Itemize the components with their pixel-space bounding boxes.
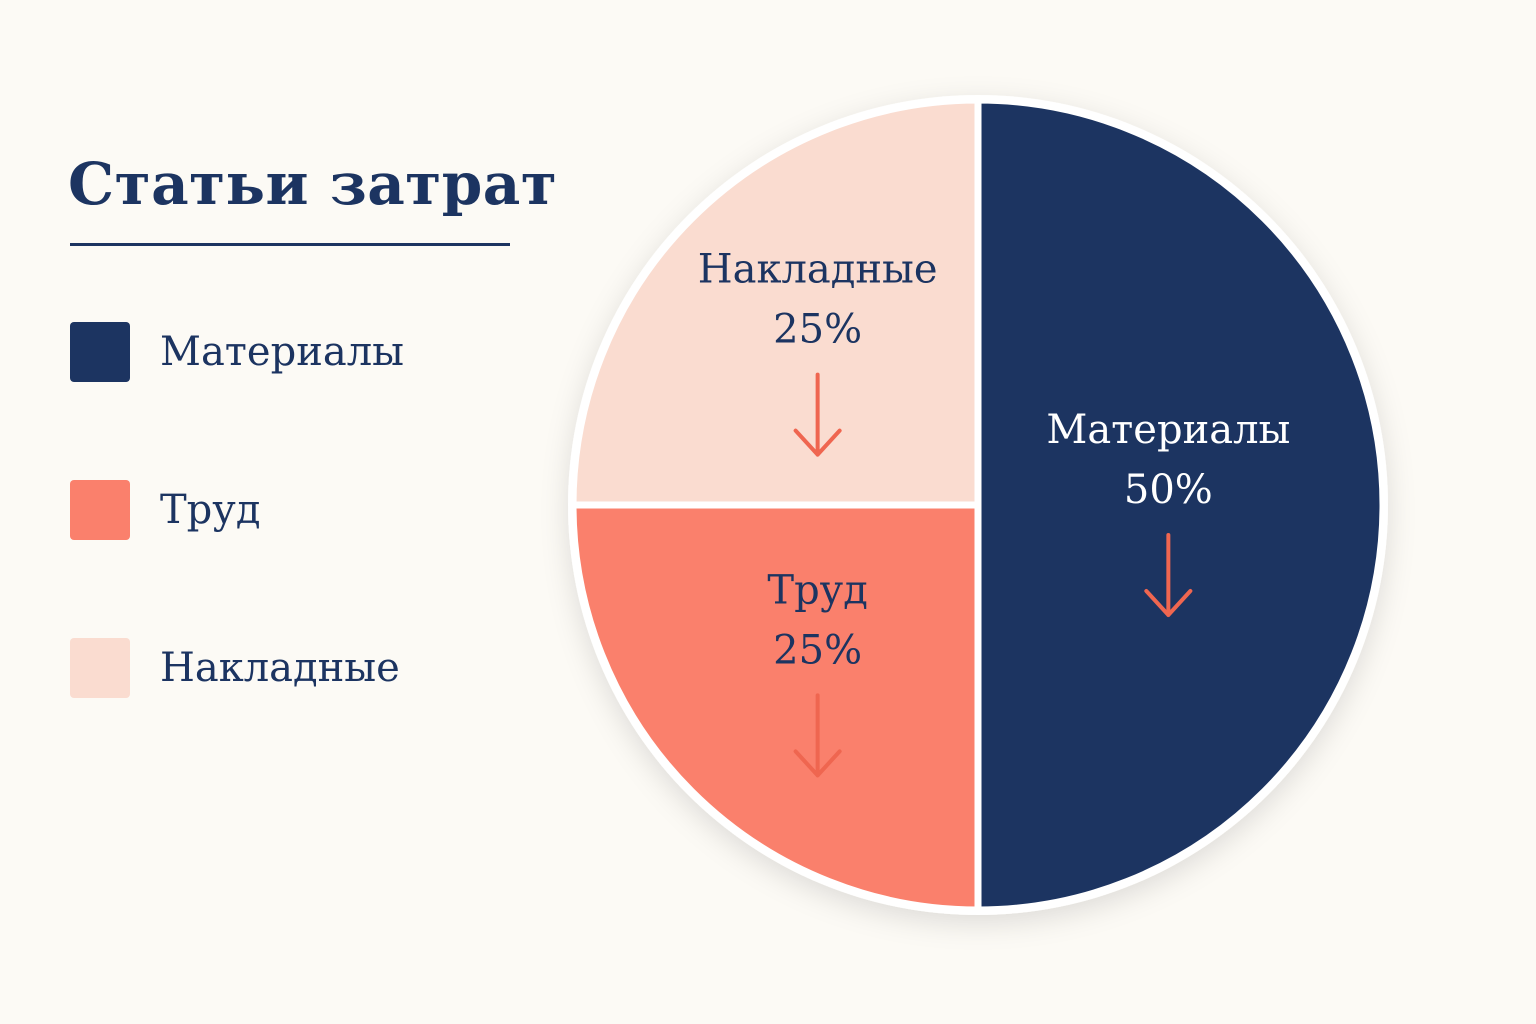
slice-value-overhead: 25%	[773, 307, 862, 353]
legend-item-materials: Материалы	[70, 322, 404, 382]
chart-title: Статьи затрат	[68, 150, 558, 218]
slice-value-labor: 25%	[773, 627, 862, 673]
legend-item-overhead: Накладные	[70, 638, 400, 698]
legend-swatch-overhead	[70, 638, 130, 698]
legend-label-overhead: Накладные	[160, 645, 400, 691]
pie-labels: Материалы 50% Труд 25% Накладные 25%	[698, 247, 1290, 778]
down-arrow-icon	[793, 372, 842, 457]
legend-swatch-materials	[70, 322, 130, 382]
slice-label-overhead: Накладные	[698, 247, 938, 293]
down-arrow-icon	[1144, 533, 1193, 617]
legend-swatch-labor	[70, 480, 130, 540]
legend-item-labor: Труд	[70, 480, 260, 540]
pie-slice-overhead	[569, 96, 982, 509]
legend-label-materials: Материалы	[160, 329, 404, 375]
slice-label-labor: Труд	[767, 567, 867, 613]
legend-label-labor: Труд	[160, 487, 261, 533]
pie-slices	[569, 96, 1387, 914]
down-arrow-icon	[793, 693, 842, 778]
slice-label-materials: Материалы	[1046, 407, 1290, 453]
pie-slice-materials	[974, 96, 1387, 914]
title-underline	[70, 243, 510, 246]
pie-slice-labor	[569, 501, 982, 914]
slice-value-materials: 50%	[1124, 467, 1213, 513]
